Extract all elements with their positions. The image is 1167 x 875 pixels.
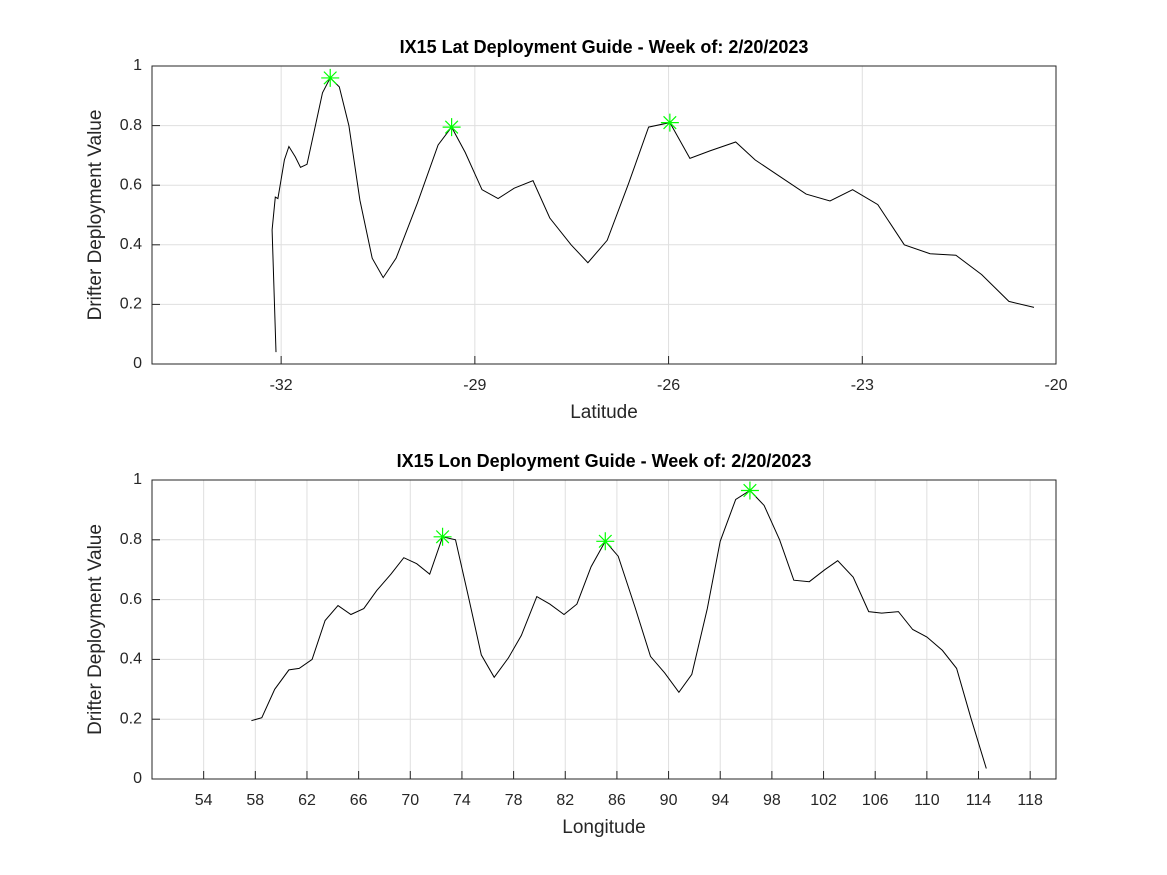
x-tick-label: 54 <box>195 792 213 809</box>
data-line <box>251 489 987 769</box>
chart-title: IX15 Lon Deployment Guide - Week of: 2/2… <box>397 451 812 471</box>
x-tick-label: -32 <box>270 377 293 394</box>
chart-title: IX15 Lat Deployment Guide - Week of: 2/2… <box>400 37 809 57</box>
y-tick-label: 0.6 <box>120 176 142 193</box>
x-tick-label: -29 <box>463 377 486 394</box>
x-tick-label: 98 <box>763 792 781 809</box>
peak-marker <box>596 532 615 551</box>
y-axis-label: Drifter Deployment Value <box>85 524 106 735</box>
y-tick-label: 0 <box>133 355 142 372</box>
y-axis-label: Drifter Deployment Value <box>85 110 106 321</box>
y-tick-label: 0.2 <box>120 296 142 313</box>
peak-marker <box>660 113 679 132</box>
x-tick-label: 58 <box>246 792 264 809</box>
plot-area <box>152 480 1056 779</box>
x-tick-label: 66 <box>350 792 368 809</box>
x-tick-label: -26 <box>657 377 680 394</box>
x-tick-label: -23 <box>851 377 874 394</box>
x-tick-label: 86 <box>608 792 626 809</box>
y-tick-label: 0.4 <box>120 236 142 253</box>
plot-area <box>152 66 1056 364</box>
y-tick-label: 1 <box>133 57 142 74</box>
y-tick-label: 1 <box>133 471 142 488</box>
x-tick-label: 114 <box>966 792 992 809</box>
peak-marker <box>433 527 452 546</box>
x-tick-label: 62 <box>298 792 316 809</box>
x-tick-label: 94 <box>711 792 729 809</box>
x-tick-label: 74 <box>453 792 471 809</box>
y-tick-label: 0.8 <box>120 531 142 548</box>
y-tick-label: 0 <box>133 770 142 787</box>
peak-marker <box>740 481 759 500</box>
x-tick-label: 118 <box>1017 792 1043 809</box>
y-tick-label: 0.4 <box>120 651 142 668</box>
x-tick-label: 78 <box>505 792 523 809</box>
x-axis-label: Longitude <box>562 817 645 838</box>
axes-frame <box>151 65 1057 365</box>
x-tick-label: 70 <box>401 792 419 809</box>
y-tick-label: 0.8 <box>120 117 142 134</box>
x-tick-label: 106 <box>862 792 889 809</box>
peak-marker <box>442 118 461 137</box>
x-tick-label: 90 <box>660 792 678 809</box>
x-tick-label: 110 <box>914 792 940 809</box>
data-line <box>271 77 1035 353</box>
axes-frame <box>151 479 1057 780</box>
x-axis-label: Latitude <box>570 402 638 423</box>
peak-marker <box>321 68 340 87</box>
x-tick-label: 102 <box>810 792 837 809</box>
y-tick-label: 0.2 <box>120 710 142 727</box>
y-tick-label: 0.6 <box>120 591 142 608</box>
x-tick-label: -20 <box>1044 377 1067 394</box>
x-tick-label: 82 <box>556 792 574 809</box>
